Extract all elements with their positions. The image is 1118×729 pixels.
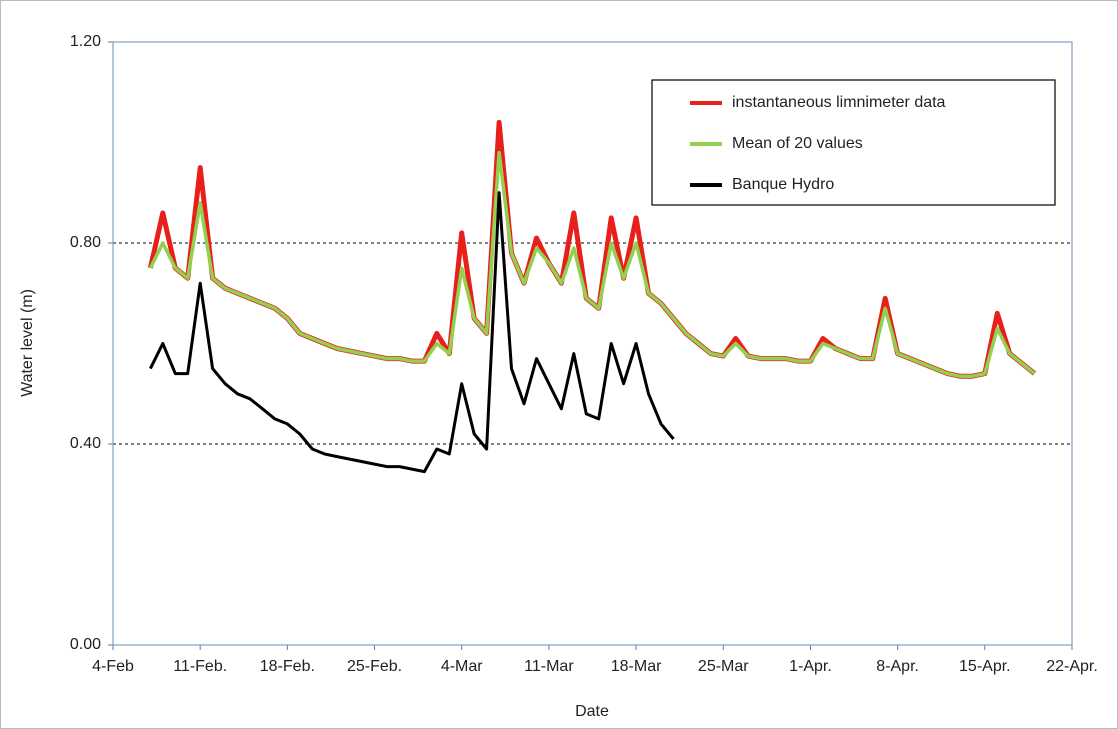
x-tick-label: 18-Feb.	[260, 658, 315, 675]
x-tick-label: 11-Feb.	[173, 658, 227, 675]
x-tick-label: 18-Mar	[611, 658, 662, 675]
x-tick-label: 11-Mar	[524, 658, 574, 675]
y-tick-label: 1.20	[70, 33, 101, 50]
series-line	[148, 150, 1036, 378]
legend-label: Mean of 20 values	[732, 135, 863, 152]
x-tick-label: 8-Apr.	[876, 658, 919, 675]
y-axis-title: Water level (m)	[19, 289, 36, 397]
x-tick-label: 25-Feb.	[347, 658, 402, 675]
x-tick-label: 4-Feb	[92, 658, 134, 675]
legend-label: instantaneous limnimeter data	[732, 94, 946, 111]
x-tick-label: 1-Apr.	[789, 658, 832, 675]
x-tick-label: 22-Apr.	[1046, 658, 1098, 675]
x-tick-label: 15-Apr.	[959, 658, 1011, 675]
x-tick-label: 25-Mar	[698, 658, 749, 675]
series-line	[149, 191, 675, 474]
y-tick-label: 0.80	[70, 234, 101, 251]
y-tick-label: 0.00	[70, 636, 101, 653]
x-axis-title: Date	[575, 703, 609, 720]
x-tick-label: 4-Mar	[441, 658, 483, 675]
legend-label: Banque Hydro	[732, 176, 834, 193]
plot-frame	[112, 41, 1073, 646]
y-tick-label: 0.40	[70, 435, 101, 452]
